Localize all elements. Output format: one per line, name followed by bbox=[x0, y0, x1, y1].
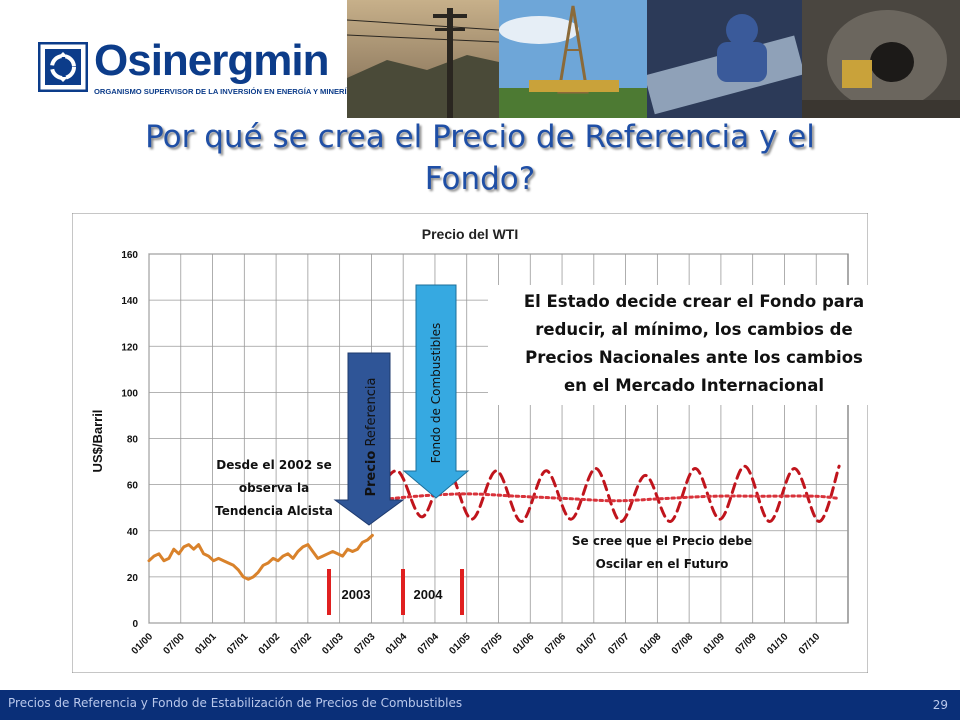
year-marker-bar bbox=[460, 569, 464, 615]
page-title: Por qué se crea el Precio de Referencia … bbox=[70, 116, 890, 200]
y-tick-label: 60 bbox=[127, 481, 139, 492]
wti-price-line bbox=[147, 533, 374, 581]
y-tick-label: 20 bbox=[127, 573, 139, 584]
year-marker-bar bbox=[327, 569, 331, 615]
title-line-1: Por qué se crea el Precio de Referencia … bbox=[145, 119, 815, 155]
year-2004-label: 2004 bbox=[414, 587, 444, 602]
estado-line-1: El Estado decide crear el Fondo para bbox=[524, 292, 864, 311]
year-2003-label: 2003 bbox=[342, 587, 371, 602]
chart-title: Precio del WTI bbox=[422, 226, 518, 242]
precio-label-bold: Precio bbox=[364, 451, 379, 497]
alcista-annotation: Desde el 2002 se observa la Tendencia Al… bbox=[215, 458, 333, 518]
precio-label-rest: Referencia bbox=[364, 377, 379, 450]
y-tick-label: 100 bbox=[121, 388, 138, 399]
estado-line-3: Precios Nacionales ante los cambios bbox=[525, 348, 863, 367]
pipeline-worker-photo bbox=[647, 0, 802, 118]
precio-referencia-arrow bbox=[333, 352, 405, 526]
footer-bar: Precios de Referencia y Fondo de Estabil… bbox=[0, 690, 960, 720]
fondo-combustibles-arrow bbox=[402, 284, 470, 499]
page-number: 29 bbox=[932, 698, 948, 712]
y-tick-label: 0 bbox=[132, 619, 138, 630]
reference-price-line bbox=[370, 492, 841, 503]
y-tick-label: 160 bbox=[121, 250, 138, 261]
year-marker-bar bbox=[401, 569, 405, 615]
osinergmin-logo: Osinergmin ORGANISMO SUPERVISOR DE LA IN… bbox=[38, 36, 352, 108]
oil-rig-photo bbox=[499, 0, 647, 118]
estado-annotation: El Estado decide crear el Fondo para red… bbox=[524, 292, 864, 395]
oscilar-line-2: Oscilar en el Futuro bbox=[596, 557, 729, 571]
estado-line-4: en el Mercado Internacional bbox=[564, 376, 824, 395]
y-axis-label: US$/Barril bbox=[90, 410, 105, 473]
mine-tunnel-photo bbox=[802, 0, 960, 118]
logo-tagline: ORGANISMO SUPERVISOR DE LA INVERSIÓN EN … bbox=[94, 87, 353, 96]
estado-line-2: reducir, al mínimo, los cambios de bbox=[535, 320, 852, 339]
logo-name: Osinergmin bbox=[94, 36, 329, 85]
alcista-line-1: Desde el 2002 se bbox=[216, 458, 331, 472]
year-markers bbox=[327, 569, 464, 615]
y-tick-label: 40 bbox=[127, 527, 139, 538]
y-tick-label: 80 bbox=[127, 435, 139, 446]
alcista-line-2: observa la bbox=[239, 481, 309, 495]
osinergmin-logo-icon bbox=[38, 42, 88, 92]
oscilar-annotation: Se cree que el Precio debe Oscilar en el… bbox=[572, 534, 752, 571]
y-axis-ticks: 0 20 40 60 80 100 120 140 160 bbox=[121, 250, 138, 630]
alcista-line-3: Tendencia Alcista bbox=[215, 504, 333, 518]
chart-series bbox=[147, 464, 841, 581]
power-lines-photo bbox=[347, 0, 499, 118]
header-photos bbox=[347, 0, 960, 118]
y-tick-label: 120 bbox=[121, 342, 138, 353]
fondo-combustibles-label: Fondo de Combustibles bbox=[429, 323, 443, 464]
projected-oscillation-line bbox=[370, 464, 841, 524]
oscilar-line-1: Se cree que el Precio debe bbox=[572, 534, 752, 548]
footer-text: Precios de Referencia y Fondo de Estabil… bbox=[8, 696, 463, 710]
y-tick-label: 140 bbox=[121, 296, 138, 307]
precio-referencia-label: Precio Referencia bbox=[364, 377, 379, 496]
title-line-2: Fondo? bbox=[424, 161, 536, 197]
